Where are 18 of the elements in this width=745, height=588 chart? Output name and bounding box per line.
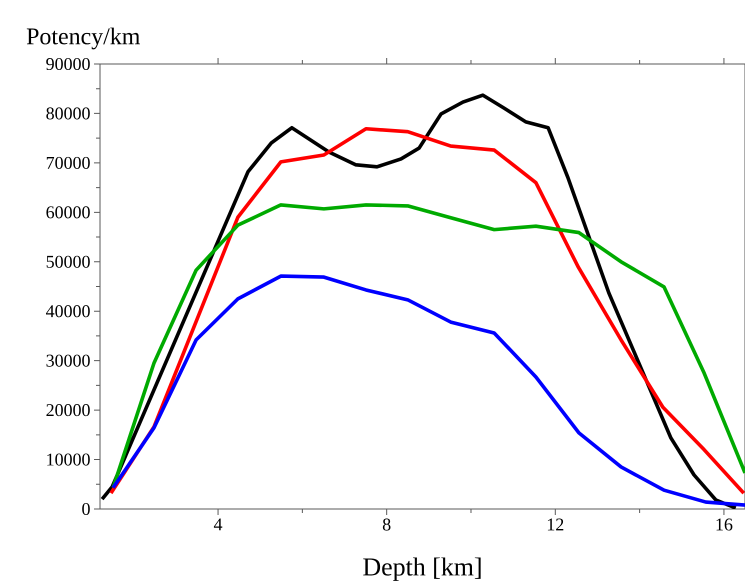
y-tick-label: 90000: [46, 58, 90, 70]
y-tick-label: 10000: [47, 453, 90, 466]
x-tick-label: 16: [716, 518, 732, 531]
x-tick-label: 4: [214, 518, 222, 530]
x-axis-title: Depth [km]: [363, 557, 481, 581]
line-series: [111, 203, 745, 490]
y-tick-label: 0: [82, 502, 90, 516]
y-tick-label: 60000: [46, 206, 90, 218]
line-series: [111, 274, 745, 507]
x-tick-label: 8: [382, 518, 390, 531]
y-axis-title: Potency/km: [26, 28, 140, 50]
y-tick-label: 50000: [46, 256, 90, 268]
x-tick-label: 12: [548, 518, 564, 530]
y-tick-label: 80000: [46, 107, 90, 120]
y-tick-label: 40000: [46, 305, 90, 318]
y-tick-label: 20000: [46, 404, 90, 416]
y-tick-label: 70000: [46, 156, 90, 169]
y-tick-label: 30000: [46, 354, 90, 367]
